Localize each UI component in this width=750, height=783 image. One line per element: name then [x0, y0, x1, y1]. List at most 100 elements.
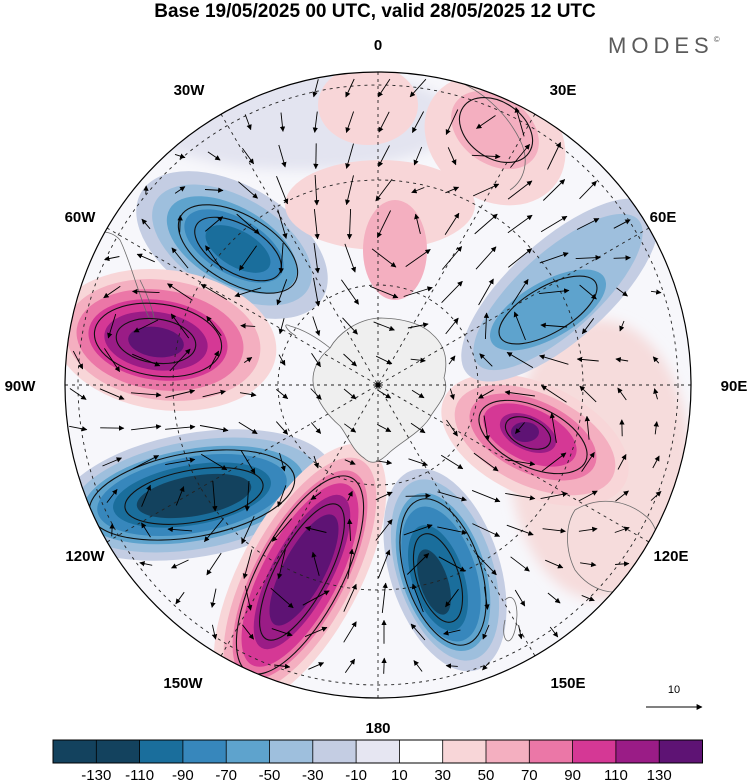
- wind-vector: [378, 549, 391, 579]
- wind-vector: [302, 590, 330, 606]
- wind-vector: [445, 588, 459, 608]
- wind-vector: [405, 249, 431, 267]
- wind-vector: [313, 174, 320, 206]
- wind-vector: [479, 353, 493, 367]
- wind-vector: [473, 452, 499, 472]
- wind-vector: [377, 389, 392, 399]
- wind-vector: [438, 556, 466, 572]
- wind-vector: [274, 663, 291, 670]
- wind-vector: [475, 246, 497, 270]
- wind-vector: [580, 561, 597, 568]
- wind-vector: [169, 348, 191, 372]
- wind-vector: [443, 629, 461, 636]
- wind-vector: [242, 549, 253, 580]
- wind-vector: [371, 248, 397, 268]
- wind-vector: [199, 425, 229, 433]
- wind-vector: [99, 388, 125, 400]
- colorbar-box: [659, 740, 703, 763]
- wind-vector: [344, 423, 357, 433]
- wind-vector: [341, 279, 359, 305]
- wind-vector: [109, 523, 115, 537]
- colorbar-box: [529, 740, 573, 763]
- wind-vector: [345, 111, 355, 134]
- wind-vector: [505, 492, 536, 501]
- wind-vector: [446, 419, 458, 437]
- colorbar: -130 -110 -90 -70 -50 -30 -10 10 30 50 70 90 110 130: [52, 739, 703, 783]
- wind-vector: [171, 247, 189, 269]
- wind-vector: [278, 144, 287, 168]
- wind-vector: [271, 518, 293, 542]
- wind-vector: [308, 662, 325, 670]
- wind-vector: [345, 175, 354, 206]
- wind-vector: [238, 421, 258, 435]
- wind-vector: [347, 490, 353, 501]
- wind-vector: [413, 660, 423, 672]
- wind-vector: [581, 318, 595, 335]
- wind-vector: [278, 242, 284, 274]
- colorbar-box: [96, 740, 140, 763]
- wind-vector: [584, 415, 591, 440]
- wind-vector: [204, 518, 224, 543]
- wind-vector: [403, 524, 433, 536]
- wind-vector: [614, 526, 630, 533]
- wind-vector: [412, 111, 424, 133]
- wind-vector: [445, 109, 459, 135]
- wind-vector: [482, 624, 490, 640]
- wind-vector: [507, 180, 533, 200]
- wind-vector: [549, 626, 559, 638]
- colorbar-box: [269, 740, 313, 763]
- colorbar-box: [442, 740, 486, 763]
- wind-vector: [504, 389, 535, 397]
- wind-vector: [310, 422, 322, 434]
- wind-vector: [234, 287, 262, 298]
- wind-vector: [311, 353, 321, 368]
- wind-vector: [540, 215, 568, 233]
- wind-vector: [542, 528, 566, 534]
- wind-vector: [409, 78, 427, 98]
- colorbar-box: [53, 740, 97, 763]
- wind-vector: [440, 454, 464, 470]
- wind-vector: [207, 151, 221, 161]
- map-title: Base 19/05/2025 00 UTC, valid 28/05/2025…: [154, 1, 596, 22]
- wind-vector: [131, 424, 162, 431]
- wind-vector: [343, 621, 357, 643]
- lon-label-120e: 120E: [653, 548, 688, 565]
- wind-vector: [511, 278, 529, 305]
- wind-vector: [104, 348, 120, 373]
- wind-vector: [514, 107, 525, 137]
- wind-vector: [141, 484, 152, 507]
- wind-vector: [305, 526, 327, 533]
- wind-vector: [276, 176, 289, 205]
- wind-vector: [413, 146, 423, 166]
- wind-vector: [441, 280, 463, 304]
- wind-vector: [581, 451, 595, 472]
- wind-vector: [615, 490, 629, 502]
- wind-vector: [540, 322, 568, 329]
- wind-vector: [210, 588, 217, 608]
- wind-vector: [619, 320, 625, 332]
- lon-label-180: 180: [365, 720, 390, 737]
- colorbar-outline: [52, 739, 703, 764]
- wind-vector: [617, 387, 627, 401]
- map-border: [64, 71, 692, 699]
- wind-vector: [344, 243, 356, 273]
- wind-vector: [475, 552, 497, 576]
- wind-vector: [540, 491, 568, 500]
- wind-reference: 10: [646, 684, 703, 710]
- wind-vector: [174, 153, 186, 159]
- wind-vector: [171, 559, 189, 569]
- wind-vector: [343, 388, 357, 400]
- wind-vector: [448, 355, 456, 365]
- wind-vector: [403, 286, 433, 297]
- wind-vector: [539, 354, 569, 365]
- wind-vector: [579, 180, 597, 200]
- wind-vector: [271, 628, 293, 637]
- wind-vector: [375, 178, 393, 202]
- wind-vector: [344, 658, 356, 674]
- wind-vector: [205, 216, 224, 232]
- wind-vector: [312, 79, 319, 98]
- colorbar-tick-label: 90: [564, 767, 581, 783]
- wind-vector: [270, 587, 294, 609]
- wind-vector: [549, 412, 557, 443]
- wind-vector: [343, 353, 357, 367]
